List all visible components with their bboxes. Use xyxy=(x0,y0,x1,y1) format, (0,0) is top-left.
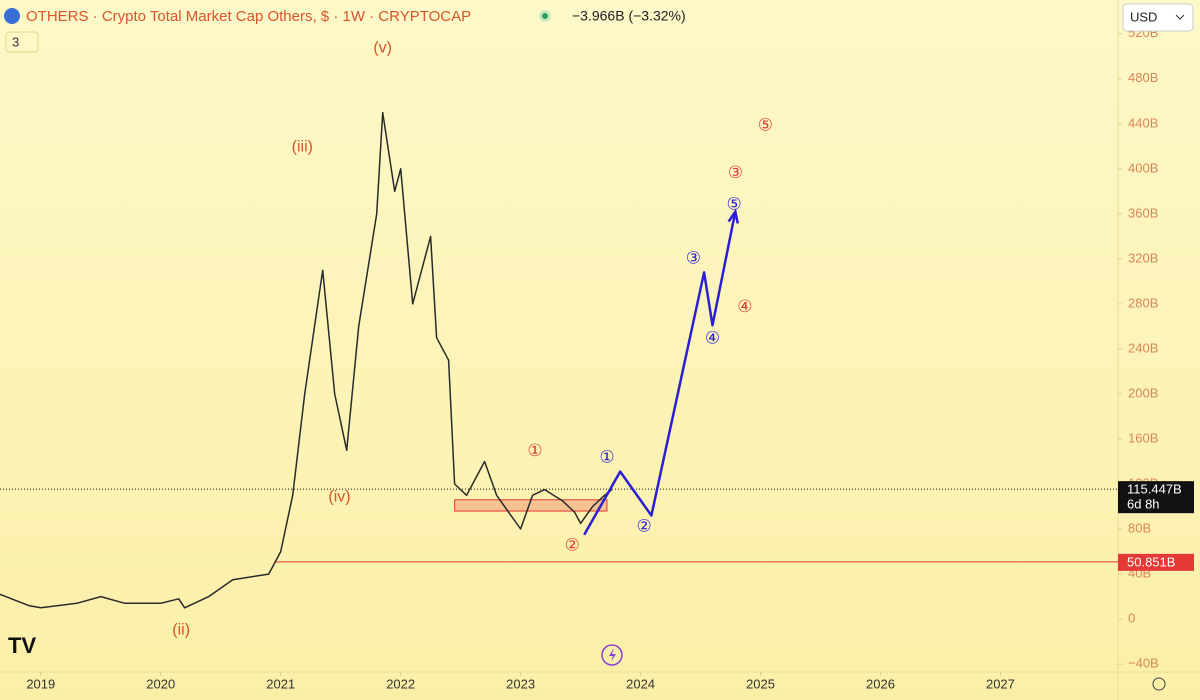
indicator-toggle[interactable] xyxy=(5,31,39,53)
change: −3.966B (−3.32%) xyxy=(572,8,686,24)
y-tick-label: 480B xyxy=(1128,70,1158,85)
y-tick-label: 200B xyxy=(1128,385,1158,400)
countdown: 6d 8h xyxy=(1127,497,1160,512)
flash-icon[interactable] xyxy=(601,644,623,666)
price-line-series xyxy=(0,111,613,609)
y-tick-label: 320B xyxy=(1128,250,1158,265)
logo: TV xyxy=(8,633,36,658)
y-tick-label: 400B xyxy=(1128,160,1158,175)
wave-label: ⑤ xyxy=(727,194,742,213)
x-tick-label: 2025 xyxy=(746,676,775,691)
y-tick-label: 0 xyxy=(1128,611,1135,626)
flash-icon xyxy=(609,648,616,662)
wave-label: ① xyxy=(527,441,542,460)
wave-label: (iv) xyxy=(328,489,350,506)
y-tick-label: 440B xyxy=(1128,115,1158,130)
x-tick-label: 2026 xyxy=(866,676,895,691)
price-tag xyxy=(1118,553,1194,571)
y-tick-label: 80B xyxy=(1128,520,1151,535)
dropdown-caret xyxy=(1175,14,1185,20)
arrow-head xyxy=(727,208,739,224)
price-tag-label: 50.851B xyxy=(1127,554,1175,569)
y-tick-label: −40B xyxy=(1128,656,1159,671)
wave-label: ④ xyxy=(737,297,752,316)
status-dot xyxy=(542,13,548,19)
wave-label: ③ xyxy=(686,248,701,267)
wave-label: ⑤ xyxy=(758,116,773,135)
currency: USD xyxy=(1130,9,1157,24)
y-tick-label: 160B xyxy=(1128,430,1158,445)
wave-label: ② xyxy=(637,516,652,535)
symbol-icon xyxy=(4,8,20,24)
wave-label: (ii) xyxy=(172,622,190,639)
x-tick-label: 2022 xyxy=(386,676,415,691)
y-tick-label: 280B xyxy=(1128,295,1158,310)
projection-path xyxy=(583,211,737,536)
wave-label: ② xyxy=(565,535,580,554)
settings-icon[interactable] xyxy=(1152,677,1166,691)
x-tick-label: 2027 xyxy=(986,676,1015,691)
wave-label: ① xyxy=(599,448,614,467)
price-tag xyxy=(1118,481,1194,514)
y-tick-label: 360B xyxy=(1128,205,1158,220)
x-tick-label: 2024 xyxy=(626,676,655,691)
x-tick-label: 2020 xyxy=(146,676,175,691)
wave-label: (iii) xyxy=(292,139,313,156)
indicator-count: 3 xyxy=(12,34,19,49)
y-tick-label: 240B xyxy=(1128,340,1158,355)
wave-label: (v) xyxy=(373,40,392,57)
price-tag-label: 115.447B xyxy=(1127,482,1182,497)
chart-title: OTHERS · Crypto Total Market Cap Others,… xyxy=(26,8,471,25)
currency-select[interactable] xyxy=(1122,3,1194,32)
wave-label: ④ xyxy=(705,328,720,347)
x-tick-label: 2021 xyxy=(266,676,295,691)
x-tick-label: 2023 xyxy=(506,676,535,691)
x-tick-label: 2019 xyxy=(26,676,55,691)
wave-label: ③ xyxy=(728,163,743,182)
